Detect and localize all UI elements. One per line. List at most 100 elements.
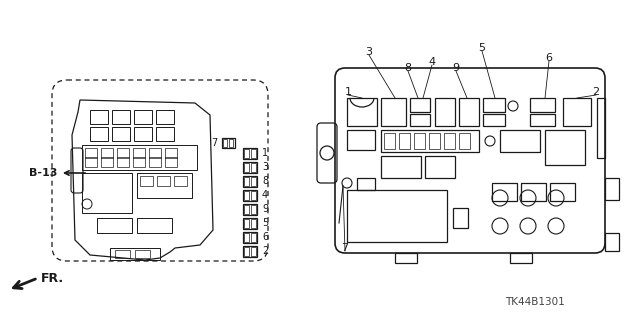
Text: 2: 2 bbox=[262, 247, 268, 256]
Bar bbox=[381, 130, 479, 152]
Bar bbox=[251, 205, 256, 214]
Text: TK44B1301: TK44B1301 bbox=[505, 297, 565, 307]
Text: 4: 4 bbox=[428, 57, 436, 67]
Bar bbox=[90, 110, 108, 124]
Bar bbox=[149, 157, 161, 167]
Bar bbox=[429, 133, 440, 149]
Bar bbox=[244, 233, 249, 242]
Bar bbox=[251, 149, 256, 158]
Bar bbox=[251, 247, 256, 256]
Bar bbox=[444, 133, 455, 149]
Bar bbox=[244, 177, 249, 186]
Bar bbox=[435, 98, 455, 126]
Bar bbox=[347, 130, 375, 150]
Text: 9: 9 bbox=[262, 204, 268, 214]
Text: 1: 1 bbox=[344, 87, 351, 97]
Bar bbox=[243, 232, 257, 243]
Bar bbox=[133, 148, 145, 158]
Text: 6: 6 bbox=[545, 53, 552, 63]
Bar bbox=[395, 253, 417, 263]
Bar bbox=[453, 208, 468, 228]
Bar bbox=[117, 148, 129, 158]
Bar bbox=[112, 127, 130, 141]
Bar bbox=[243, 246, 257, 257]
Bar bbox=[85, 157, 97, 167]
Bar bbox=[244, 191, 249, 200]
Bar bbox=[137, 173, 192, 198]
Bar bbox=[156, 127, 174, 141]
Bar bbox=[605, 233, 619, 251]
Bar bbox=[156, 110, 174, 124]
Bar bbox=[165, 148, 177, 158]
Bar bbox=[251, 219, 256, 228]
Text: B-13: B-13 bbox=[29, 168, 57, 178]
Bar bbox=[244, 247, 249, 256]
Bar bbox=[483, 98, 505, 112]
Bar bbox=[82, 173, 132, 213]
Bar bbox=[347, 190, 447, 242]
Bar bbox=[157, 176, 170, 186]
Bar bbox=[384, 133, 395, 149]
Bar bbox=[244, 205, 249, 214]
Bar bbox=[82, 145, 197, 170]
Bar bbox=[399, 133, 410, 149]
Bar bbox=[347, 98, 377, 126]
Bar bbox=[483, 114, 505, 126]
Text: 8: 8 bbox=[262, 176, 268, 187]
Bar bbox=[174, 176, 187, 186]
Text: 2: 2 bbox=[593, 87, 600, 97]
Bar bbox=[550, 183, 575, 201]
Text: 4: 4 bbox=[262, 190, 268, 201]
Bar bbox=[135, 250, 150, 258]
Bar bbox=[101, 157, 113, 167]
Bar bbox=[381, 98, 406, 126]
Bar bbox=[414, 133, 425, 149]
Bar bbox=[85, 148, 97, 158]
Bar bbox=[251, 163, 256, 172]
Bar bbox=[243, 148, 257, 159]
Text: 5: 5 bbox=[479, 43, 486, 53]
Bar bbox=[492, 183, 517, 201]
Bar bbox=[149, 148, 161, 158]
Bar bbox=[137, 218, 172, 233]
Bar bbox=[545, 130, 585, 165]
Bar bbox=[222, 138, 235, 148]
Text: 5: 5 bbox=[262, 219, 268, 228]
Bar bbox=[101, 148, 113, 158]
Bar bbox=[563, 98, 591, 126]
Bar bbox=[510, 253, 532, 263]
Bar bbox=[381, 156, 421, 178]
Text: 9: 9 bbox=[452, 63, 460, 73]
Text: 1: 1 bbox=[262, 149, 268, 159]
Bar bbox=[134, 110, 152, 124]
Text: 3: 3 bbox=[365, 47, 372, 57]
Bar bbox=[165, 157, 177, 167]
Bar bbox=[243, 176, 257, 187]
Bar bbox=[97, 218, 132, 233]
Bar bbox=[605, 178, 619, 200]
Bar bbox=[90, 127, 108, 141]
Bar bbox=[112, 110, 130, 124]
Bar bbox=[530, 114, 555, 126]
Bar bbox=[459, 98, 479, 126]
Bar bbox=[140, 176, 153, 186]
Text: 3: 3 bbox=[262, 162, 268, 173]
Bar bbox=[243, 204, 257, 215]
Bar bbox=[244, 163, 249, 172]
Bar bbox=[243, 190, 257, 201]
Bar bbox=[243, 162, 257, 173]
Bar bbox=[597, 98, 605, 158]
Text: 7: 7 bbox=[211, 138, 217, 148]
Bar bbox=[251, 233, 256, 242]
Bar bbox=[251, 177, 256, 186]
Bar bbox=[110, 248, 160, 260]
Bar bbox=[425, 156, 455, 178]
Bar bbox=[115, 250, 130, 258]
Bar bbox=[117, 157, 129, 167]
Bar bbox=[229, 139, 233, 147]
Text: 8: 8 bbox=[404, 63, 412, 73]
Bar bbox=[133, 157, 145, 167]
Bar bbox=[223, 139, 227, 147]
Bar bbox=[251, 191, 256, 200]
Bar bbox=[410, 98, 430, 112]
